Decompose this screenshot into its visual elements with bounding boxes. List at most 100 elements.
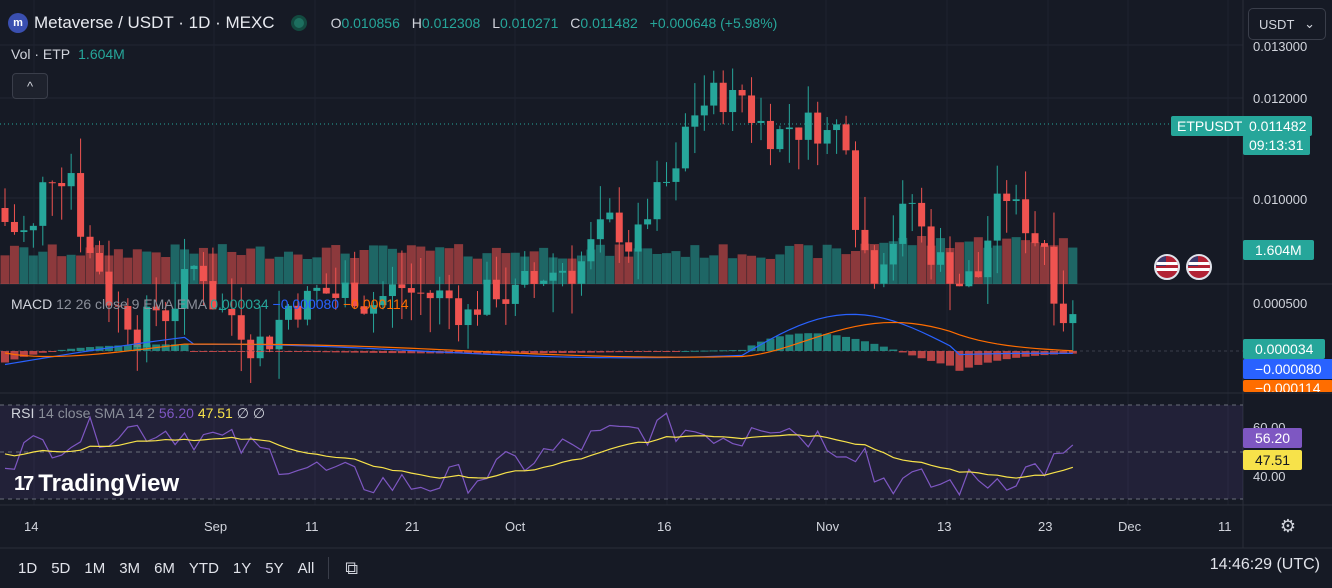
timeframe-1m[interactable]: 1M bbox=[84, 559, 106, 577]
macd-histogram-bar bbox=[700, 350, 709, 352]
rsi-axis-label: 40.00 bbox=[1253, 469, 1286, 484]
volume-bar bbox=[340, 253, 350, 284]
calendar-goto-icon[interactable]: ⧉ bbox=[345, 557, 359, 578]
candle-body bbox=[67, 173, 75, 187]
candle-body bbox=[370, 305, 378, 314]
rsi-legend[interactable]: RSI 14 close SMA 14 2 56.20 47.51 ∅ ∅ bbox=[11, 405, 266, 421]
macd-histogram-bar bbox=[586, 351, 595, 353]
macd-histogram-bar bbox=[312, 351, 321, 353]
macd-histogram-bar bbox=[1, 351, 9, 363]
chevron-down-icon: ⌄ bbox=[1304, 16, 1315, 31]
volume-bar bbox=[671, 251, 681, 284]
volume-legend[interactable]: Vol · ETP 1.604M bbox=[11, 46, 125, 62]
candle-body bbox=[29, 225, 37, 231]
candle-body bbox=[729, 90, 737, 113]
price-axis-label: 0.012000 bbox=[1253, 91, 1308, 106]
candle-body bbox=[77, 173, 85, 237]
volume-bar bbox=[576, 255, 586, 284]
timeframe-all[interactable]: All bbox=[297, 559, 315, 577]
volume-bar bbox=[983, 247, 993, 284]
candle-body bbox=[511, 284, 519, 304]
symbol-header[interactable]: m Metaverse / USDT · 1D · MEXC O0.010856… bbox=[8, 8, 785, 38]
macd-histogram-bar bbox=[662, 351, 671, 352]
macd-histogram-bar bbox=[29, 351, 38, 355]
timeframe-5d[interactable]: 5D bbox=[51, 559, 71, 577]
volume-bar bbox=[19, 247, 29, 284]
volume-bar bbox=[416, 246, 426, 284]
currency-select[interactable]: USDT ⌄ bbox=[1248, 8, 1326, 40]
volume-bar bbox=[47, 244, 57, 284]
macd-histogram-bar bbox=[1059, 351, 1068, 355]
volume-bar bbox=[652, 253, 662, 284]
macd-histogram-bar bbox=[19, 351, 28, 357]
time-axis-label: Nov bbox=[816, 519, 840, 534]
volume-bar bbox=[491, 247, 501, 284]
volume-bar bbox=[936, 238, 946, 284]
macd-histogram-bar bbox=[180, 344, 189, 351]
candle-body bbox=[266, 336, 274, 350]
volume-bar bbox=[832, 248, 842, 284]
volume-bar bbox=[954, 242, 964, 284]
volume-bar bbox=[38, 251, 48, 284]
macd-histogram-bar bbox=[671, 351, 680, 352]
macd-histogram-bar bbox=[558, 351, 567, 353]
timeframe-ytd[interactable]: YTD bbox=[188, 559, 219, 577]
volume-bar bbox=[690, 245, 700, 284]
volume-bar bbox=[274, 256, 284, 284]
timeframe-3m[interactable]: 3M bbox=[119, 559, 141, 577]
macd-histogram-bar bbox=[785, 334, 794, 351]
timeframe-5y[interactable]: 5Y bbox=[265, 559, 284, 577]
macd-histogram-bar bbox=[870, 343, 879, 351]
candle-body bbox=[209, 281, 217, 310]
macd-histogram-bar bbox=[350, 351, 359, 353]
time-axis-label: 23 bbox=[1038, 519, 1053, 534]
volume-bar bbox=[784, 245, 794, 284]
rsi-sma-line bbox=[4, 434, 1074, 479]
macd-histogram-bar bbox=[293, 351, 302, 352]
volume-bar bbox=[406, 245, 416, 284]
settings-gear-icon[interactable]: ⚙ bbox=[1279, 516, 1297, 536]
macd-histogram-bar bbox=[284, 351, 293, 352]
collapse-legend-button[interactable]: ^ bbox=[12, 73, 48, 99]
volume-bar bbox=[435, 247, 445, 284]
volume-bar bbox=[208, 253, 218, 284]
volume-bar bbox=[180, 249, 190, 284]
macd-histogram-bar bbox=[681, 350, 690, 352]
us-flag-icon[interactable] bbox=[1186, 254, 1212, 280]
volume-bar bbox=[425, 250, 435, 284]
volume-bar bbox=[520, 256, 530, 284]
symbol-title[interactable]: Metaverse / USDT · 1D · MEXC bbox=[34, 13, 275, 32]
macd-histogram-bar bbox=[889, 349, 898, 351]
time-axis-label: Dec bbox=[1118, 519, 1142, 534]
macd-histogram-bar bbox=[908, 351, 917, 356]
last-price-tag: 0.011482 bbox=[1243, 116, 1313, 136]
candle-body bbox=[143, 306, 151, 348]
utc-clock[interactable]: 14:46:29 (UTC) bbox=[1209, 556, 1320, 573]
timeframe-1d[interactable]: 1D bbox=[18, 559, 38, 577]
volume-bar bbox=[1030, 242, 1040, 284]
macd-histogram-bar bbox=[832, 335, 841, 351]
macd-histogram-bar bbox=[851, 338, 860, 351]
candle-body bbox=[927, 226, 935, 265]
candle-body bbox=[663, 181, 670, 183]
rsi-tag: 56.20 bbox=[1243, 428, 1303, 448]
macd-histogram-bar bbox=[946, 351, 954, 366]
volume-bar bbox=[1021, 240, 1031, 284]
volume-bar bbox=[879, 242, 889, 284]
candle-body bbox=[748, 95, 756, 123]
candle-body bbox=[993, 193, 1001, 241]
macd-histogram-bar bbox=[766, 338, 775, 351]
timeframe-6m[interactable]: 6M bbox=[154, 559, 175, 577]
volume-bar bbox=[454, 244, 464, 284]
timeframe-1y[interactable]: 1Y bbox=[232, 559, 252, 577]
macd-histogram-bar bbox=[813, 333, 822, 351]
volume-bar bbox=[151, 252, 161, 284]
macd-histogram-bar bbox=[218, 351, 227, 352]
macd-histogram-bar bbox=[738, 349, 747, 351]
candle-body bbox=[218, 308, 226, 310]
us-flag-icon[interactable] bbox=[1154, 254, 1180, 280]
market-status-icon[interactable] bbox=[290, 15, 307, 31]
macd-legend[interactable]: MACD 12 26 close 9 EMA EMA 0.000034 −0.0… bbox=[11, 296, 409, 312]
bottom-toolbar: 1D 5D 1M 3M 6M YTD 1Y 5Y All ⧉ bbox=[0, 548, 1332, 588]
